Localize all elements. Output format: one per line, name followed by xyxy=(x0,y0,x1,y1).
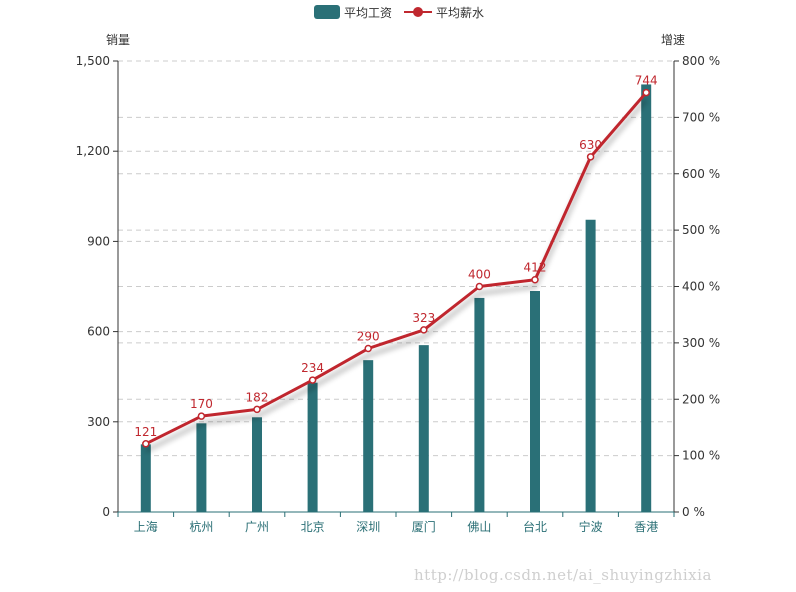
bar[interactable] xyxy=(474,297,485,512)
x-tick-label: 佛山 xyxy=(467,520,491,534)
x-tick-label: 深圳 xyxy=(356,520,380,534)
bar[interactable] xyxy=(363,360,374,512)
y-right-tick-label: 700 % xyxy=(682,110,720,124)
x-tick-label: 上海 xyxy=(134,519,158,534)
legend[interactable]: 平均工资 平均薪水 xyxy=(314,5,484,20)
line-point[interactable] xyxy=(420,326,428,334)
y-left-tick-label: 0 xyxy=(102,505,110,519)
y-right-tick-label: 200 % xyxy=(682,392,720,406)
y-right-tick-label: 800 % xyxy=(682,54,720,68)
x-tick-label: 厦门 xyxy=(412,519,436,534)
data-label: 290 xyxy=(357,330,380,344)
line-point[interactable] xyxy=(586,153,595,161)
data-label: 630 xyxy=(579,138,602,152)
data-label: 323 xyxy=(412,311,435,325)
y-left-tick-label: 300 xyxy=(87,415,110,429)
y-right-tick-label: 600 % xyxy=(682,167,720,181)
bar[interactable] xyxy=(196,423,207,512)
x-tick-label: 杭州 xyxy=(189,519,213,534)
line-point[interactable] xyxy=(253,405,261,414)
line-point[interactable] xyxy=(531,275,539,284)
x-tick-label: 台北 xyxy=(523,519,547,534)
axes: 0 300 600 900 1,200 1,500 0 % 100 % 200 % 300 % 40… xyxy=(76,54,720,534)
legend-line-marker[interactable] xyxy=(413,7,423,17)
line-point[interactable] xyxy=(197,412,206,420)
bar[interactable] xyxy=(418,345,429,512)
line-point[interactable] xyxy=(364,344,372,353)
line-series xyxy=(142,88,650,448)
bar[interactable] xyxy=(252,417,262,512)
bar[interactable] xyxy=(307,382,318,512)
line-point[interactable] xyxy=(308,376,317,384)
y-right-tick-label: 500 % xyxy=(682,223,720,237)
y-right-tick-label: 100 % xyxy=(682,449,720,463)
legend-line-label[interactable]: 平均薪水 xyxy=(436,6,484,20)
data-label: 182 xyxy=(246,390,269,404)
line-point[interactable] xyxy=(142,440,150,448)
legend-bar-label[interactable]: 平均工资 xyxy=(344,6,392,20)
data-label: 170 xyxy=(190,397,213,411)
y-right-tick-label: 400 % xyxy=(682,280,720,294)
bar[interactable] xyxy=(641,84,652,513)
bar[interactable] xyxy=(530,291,540,512)
bar[interactable] xyxy=(585,219,596,512)
y-right-tick-label: 0 % xyxy=(682,505,705,519)
line-point[interactable] xyxy=(475,282,484,291)
data-label: 400 xyxy=(468,268,491,282)
data-label: 121 xyxy=(134,425,157,439)
x-tick-label: 广州 xyxy=(245,520,269,534)
y-right-tick-label: 300 % xyxy=(682,336,720,350)
gridlines xyxy=(118,60,674,457)
series-line[interactable] xyxy=(145,91,648,446)
bar[interactable] xyxy=(140,444,151,512)
data-label: 234 xyxy=(301,361,324,375)
y-right-title: 增速 xyxy=(661,33,685,47)
y-left-tick-label: 1,500 xyxy=(76,54,110,68)
bar-series xyxy=(140,84,652,513)
y-left-title: 销量 xyxy=(106,33,130,47)
x-tick-label: 宁波 xyxy=(579,519,603,534)
line-point[interactable] xyxy=(642,88,650,97)
x-tick-label: 北京 xyxy=(301,520,325,534)
y-left-tick-label: 1,200 xyxy=(76,144,110,158)
data-labels: 121 170 182 234 290 323 400 412 630 744 xyxy=(134,74,657,439)
y-left-tick-label: 900 xyxy=(87,234,110,248)
x-tick-label: 香港 xyxy=(634,520,658,534)
legend-bar-swatch[interactable] xyxy=(314,5,340,19)
data-label: 744 xyxy=(635,74,658,88)
y-left-tick-label: 600 xyxy=(87,325,110,339)
watermark: http://blog.csdn.net/ai_shuyingzhixia xyxy=(414,566,712,584)
data-label: 412 xyxy=(524,261,547,275)
